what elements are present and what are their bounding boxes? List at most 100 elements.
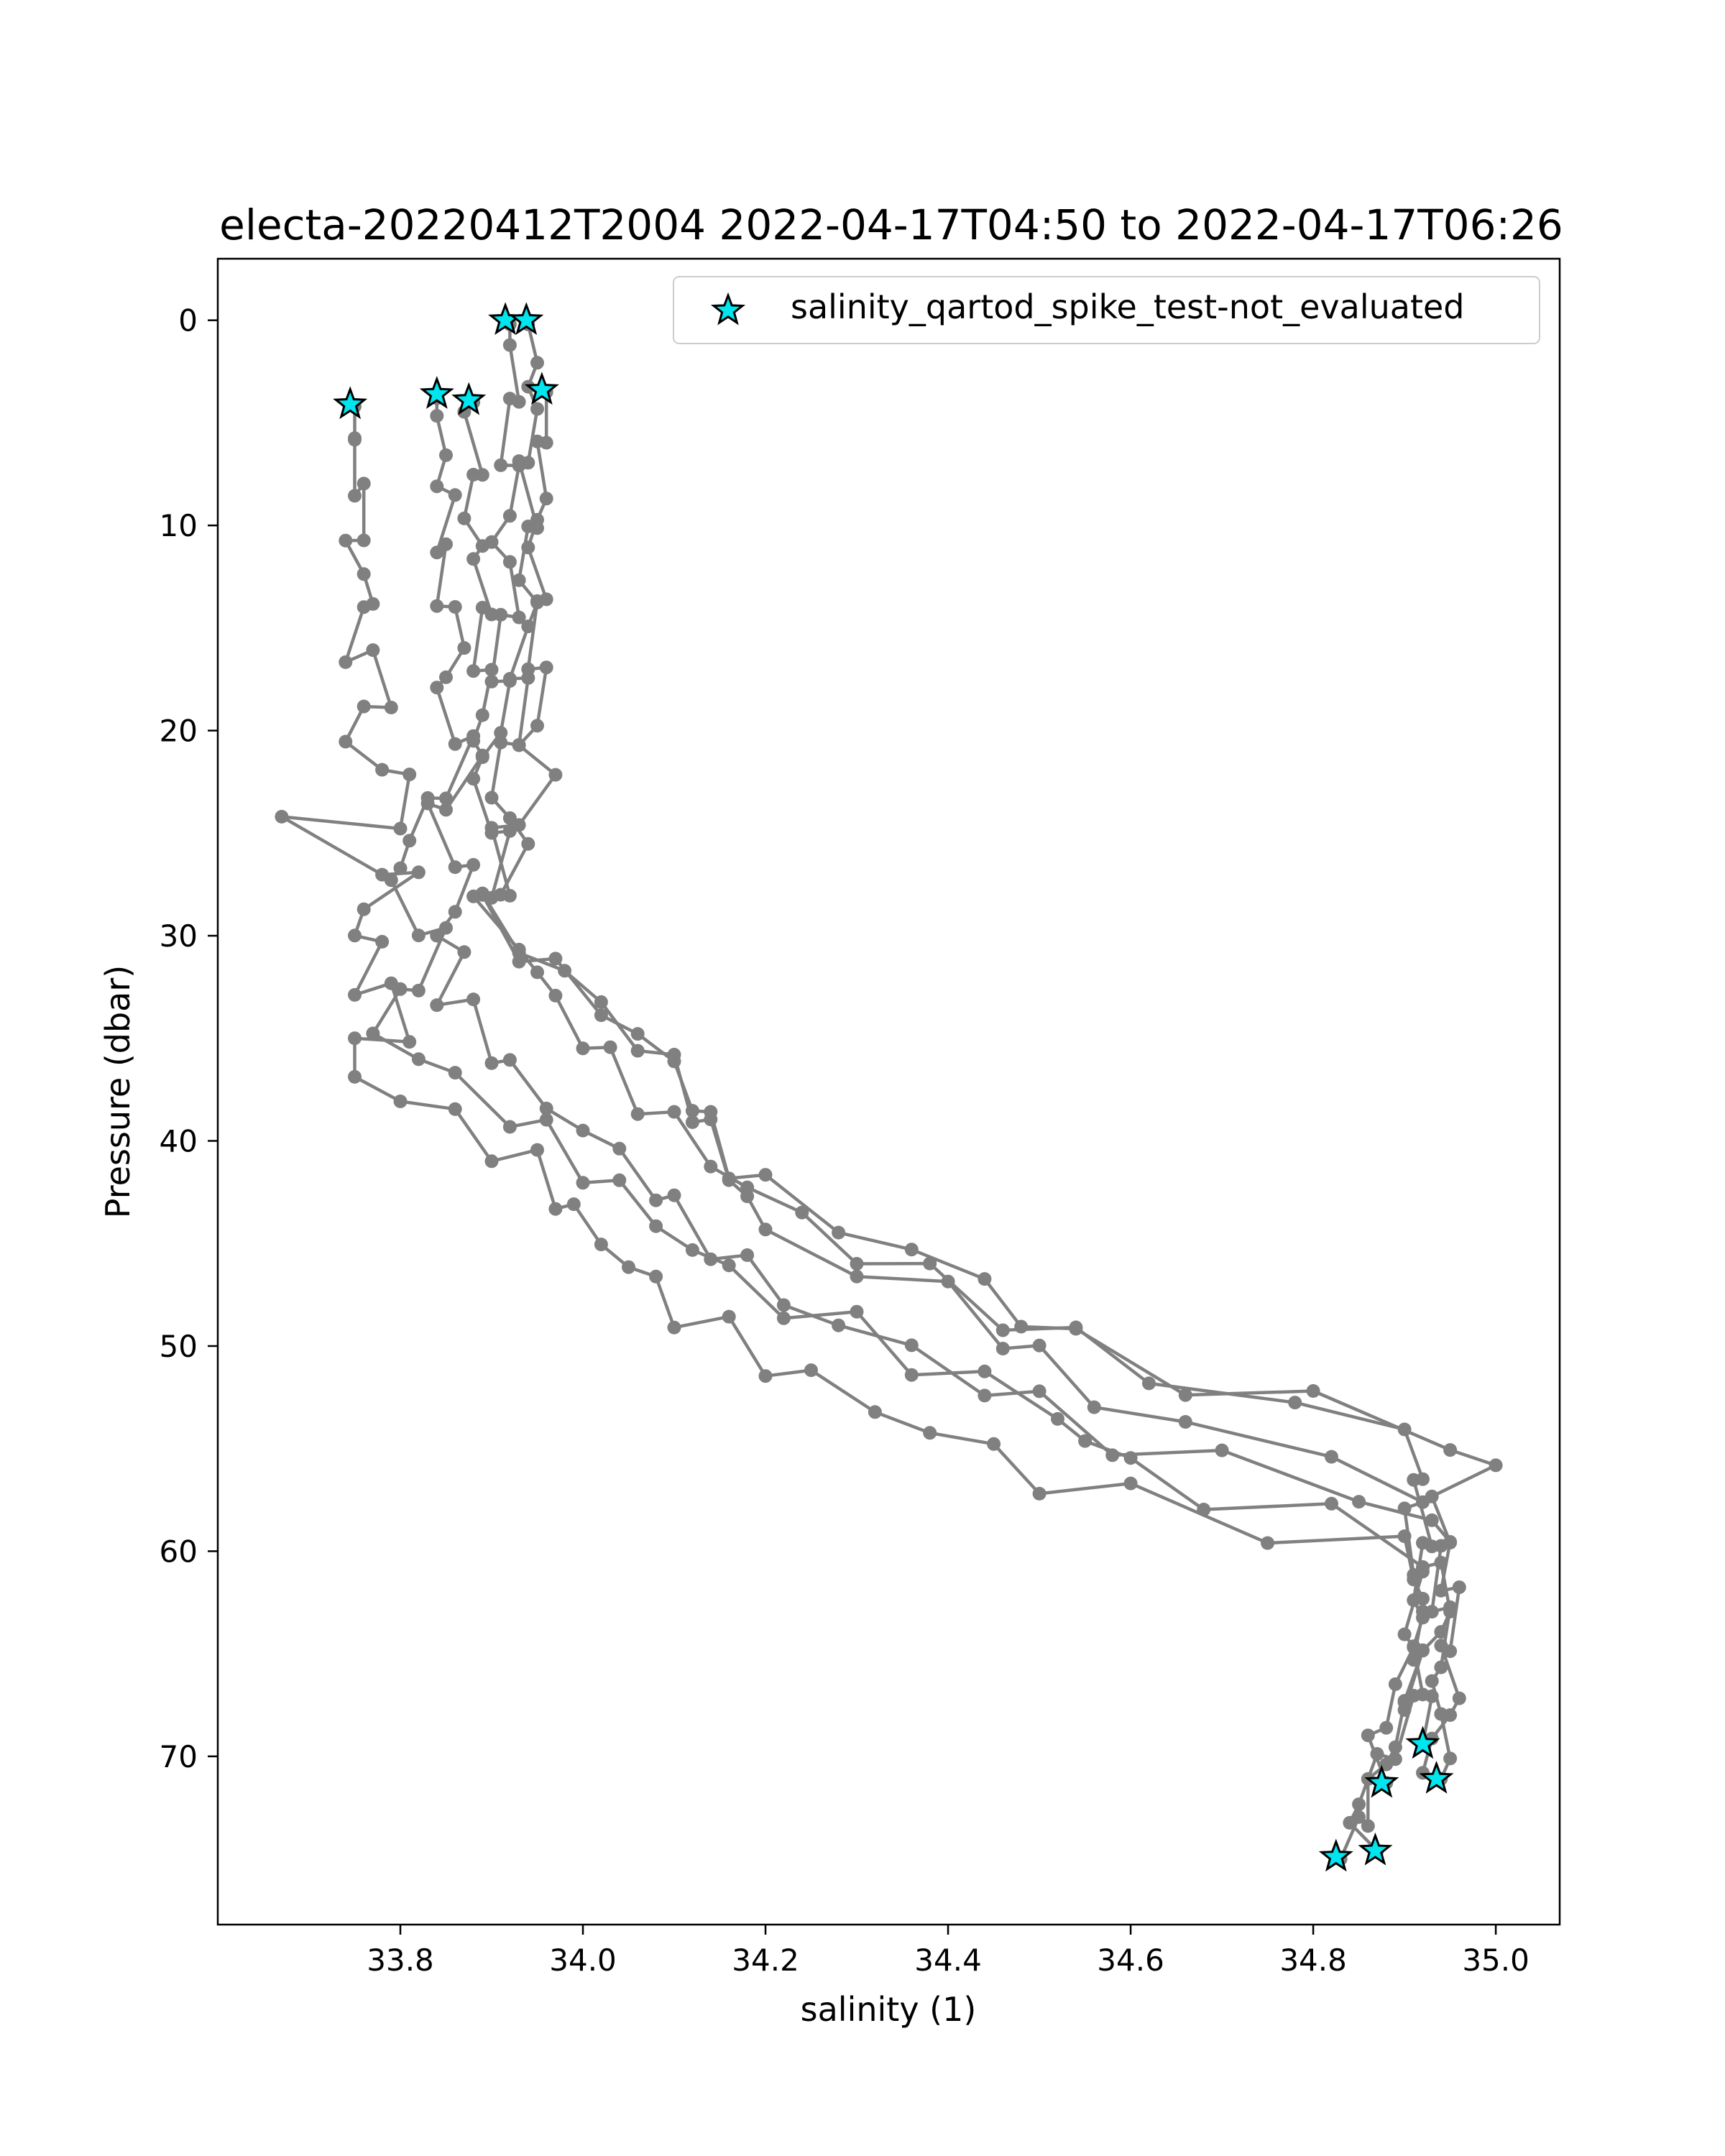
data-point bbox=[804, 1363, 818, 1378]
data-point bbox=[576, 1123, 590, 1138]
data-point bbox=[356, 533, 371, 548]
data-point bbox=[439, 921, 453, 935]
flag-star-marker bbox=[1364, 1764, 1399, 1798]
y-tick-label: 70 bbox=[160, 1739, 198, 1774]
axes-frame bbox=[216, 257, 1561, 1926]
data-point bbox=[548, 988, 563, 1003]
y-tick-label: 0 bbox=[178, 303, 198, 338]
data-point bbox=[758, 1369, 773, 1383]
data-point bbox=[484, 674, 499, 688]
data-point bbox=[512, 946, 526, 960]
data-point bbox=[1434, 1707, 1448, 1721]
data-point bbox=[1032, 1338, 1046, 1353]
data-point bbox=[430, 409, 444, 423]
data-point bbox=[393, 821, 408, 836]
flag-star-marker bbox=[1358, 1832, 1393, 1866]
data-point bbox=[430, 998, 444, 1013]
data-point bbox=[1087, 1400, 1101, 1414]
data-point bbox=[987, 1437, 1001, 1451]
data-point bbox=[923, 1256, 937, 1271]
data-point bbox=[439, 537, 453, 551]
data-point bbox=[512, 454, 526, 469]
data-point bbox=[685, 1115, 699, 1129]
data-point bbox=[1306, 1384, 1320, 1398]
data-point bbox=[1142, 1376, 1156, 1391]
data-point bbox=[795, 1205, 809, 1220]
data-point bbox=[512, 738, 526, 752]
data-point bbox=[475, 601, 489, 614]
data-point bbox=[722, 1309, 736, 1324]
data-point bbox=[466, 664, 481, 678]
x-axis-ticks: 33.8 34.0 34.2 34.4 34.6 34.8 35.0 bbox=[367, 1925, 1530, 1978]
data-point bbox=[393, 982, 408, 996]
data-point bbox=[1069, 1322, 1083, 1336]
data-point bbox=[594, 995, 608, 1009]
data-point bbox=[484, 821, 499, 835]
data-point bbox=[1397, 1501, 1412, 1516]
data-point bbox=[630, 1027, 645, 1041]
data-point bbox=[1425, 1605, 1439, 1619]
data-point bbox=[366, 1026, 380, 1041]
data-point bbox=[457, 511, 472, 525]
flag-star-marker bbox=[509, 302, 544, 336]
data-point bbox=[548, 1202, 563, 1216]
data-point bbox=[484, 1154, 499, 1169]
data-point bbox=[1416, 1565, 1430, 1579]
plot-area bbox=[275, 302, 1503, 1872]
data-point bbox=[484, 1056, 499, 1070]
data-point bbox=[649, 1193, 663, 1207]
data-point bbox=[941, 1274, 955, 1289]
data-point bbox=[704, 1252, 718, 1266]
data-point bbox=[850, 1304, 864, 1319]
data-point bbox=[275, 809, 289, 824]
data-point bbox=[502, 1053, 517, 1067]
legend-label: salinity_qartod_spike_test-not_evaluated bbox=[791, 287, 1464, 326]
data-point bbox=[448, 860, 462, 875]
x-tick-label: 34.4 bbox=[914, 1943, 982, 1978]
data-point bbox=[402, 1035, 417, 1049]
data-point bbox=[594, 1008, 608, 1023]
data-point bbox=[448, 737, 462, 751]
data-point bbox=[904, 1368, 919, 1382]
data-point bbox=[1443, 1751, 1458, 1766]
data-point bbox=[420, 796, 435, 811]
data-point bbox=[448, 600, 462, 614]
data-point bbox=[530, 434, 544, 448]
data-point bbox=[758, 1222, 773, 1237]
data-point bbox=[576, 1176, 590, 1190]
data-point bbox=[740, 1248, 755, 1262]
data-point bbox=[494, 735, 508, 750]
data-point bbox=[430, 479, 444, 494]
data-point bbox=[1416, 1536, 1430, 1550]
data-point bbox=[521, 540, 535, 555]
data-point bbox=[776, 1298, 791, 1312]
data-point bbox=[704, 1159, 718, 1174]
data-point bbox=[402, 768, 417, 782]
y-tick-label: 30 bbox=[160, 918, 198, 954]
data-point bbox=[356, 902, 371, 916]
data-point bbox=[978, 1388, 992, 1403]
data-point bbox=[649, 1269, 663, 1284]
data-point bbox=[594, 1238, 608, 1252]
data-point bbox=[402, 834, 417, 848]
x-tick-label: 34.8 bbox=[1279, 1943, 1347, 1978]
data-point bbox=[1452, 1691, 1466, 1705]
data-point bbox=[348, 1031, 362, 1046]
data-point bbox=[466, 857, 481, 872]
x-tick-label: 33.8 bbox=[367, 1943, 434, 1978]
data-point bbox=[356, 476, 371, 491]
y-tick-label: 20 bbox=[160, 714, 198, 749]
data-point bbox=[1123, 1476, 1138, 1491]
data-point bbox=[630, 1044, 645, 1058]
y-tick-label: 50 bbox=[160, 1329, 198, 1364]
data-point bbox=[411, 1052, 426, 1067]
data-point bbox=[502, 338, 517, 352]
data-point bbox=[1051, 1411, 1064, 1426]
data-point bbox=[348, 987, 362, 1002]
data-point bbox=[1388, 1752, 1402, 1766]
data-point bbox=[521, 837, 535, 851]
data-point bbox=[530, 594, 544, 608]
data-point bbox=[448, 1102, 462, 1116]
data-point bbox=[494, 458, 508, 472]
